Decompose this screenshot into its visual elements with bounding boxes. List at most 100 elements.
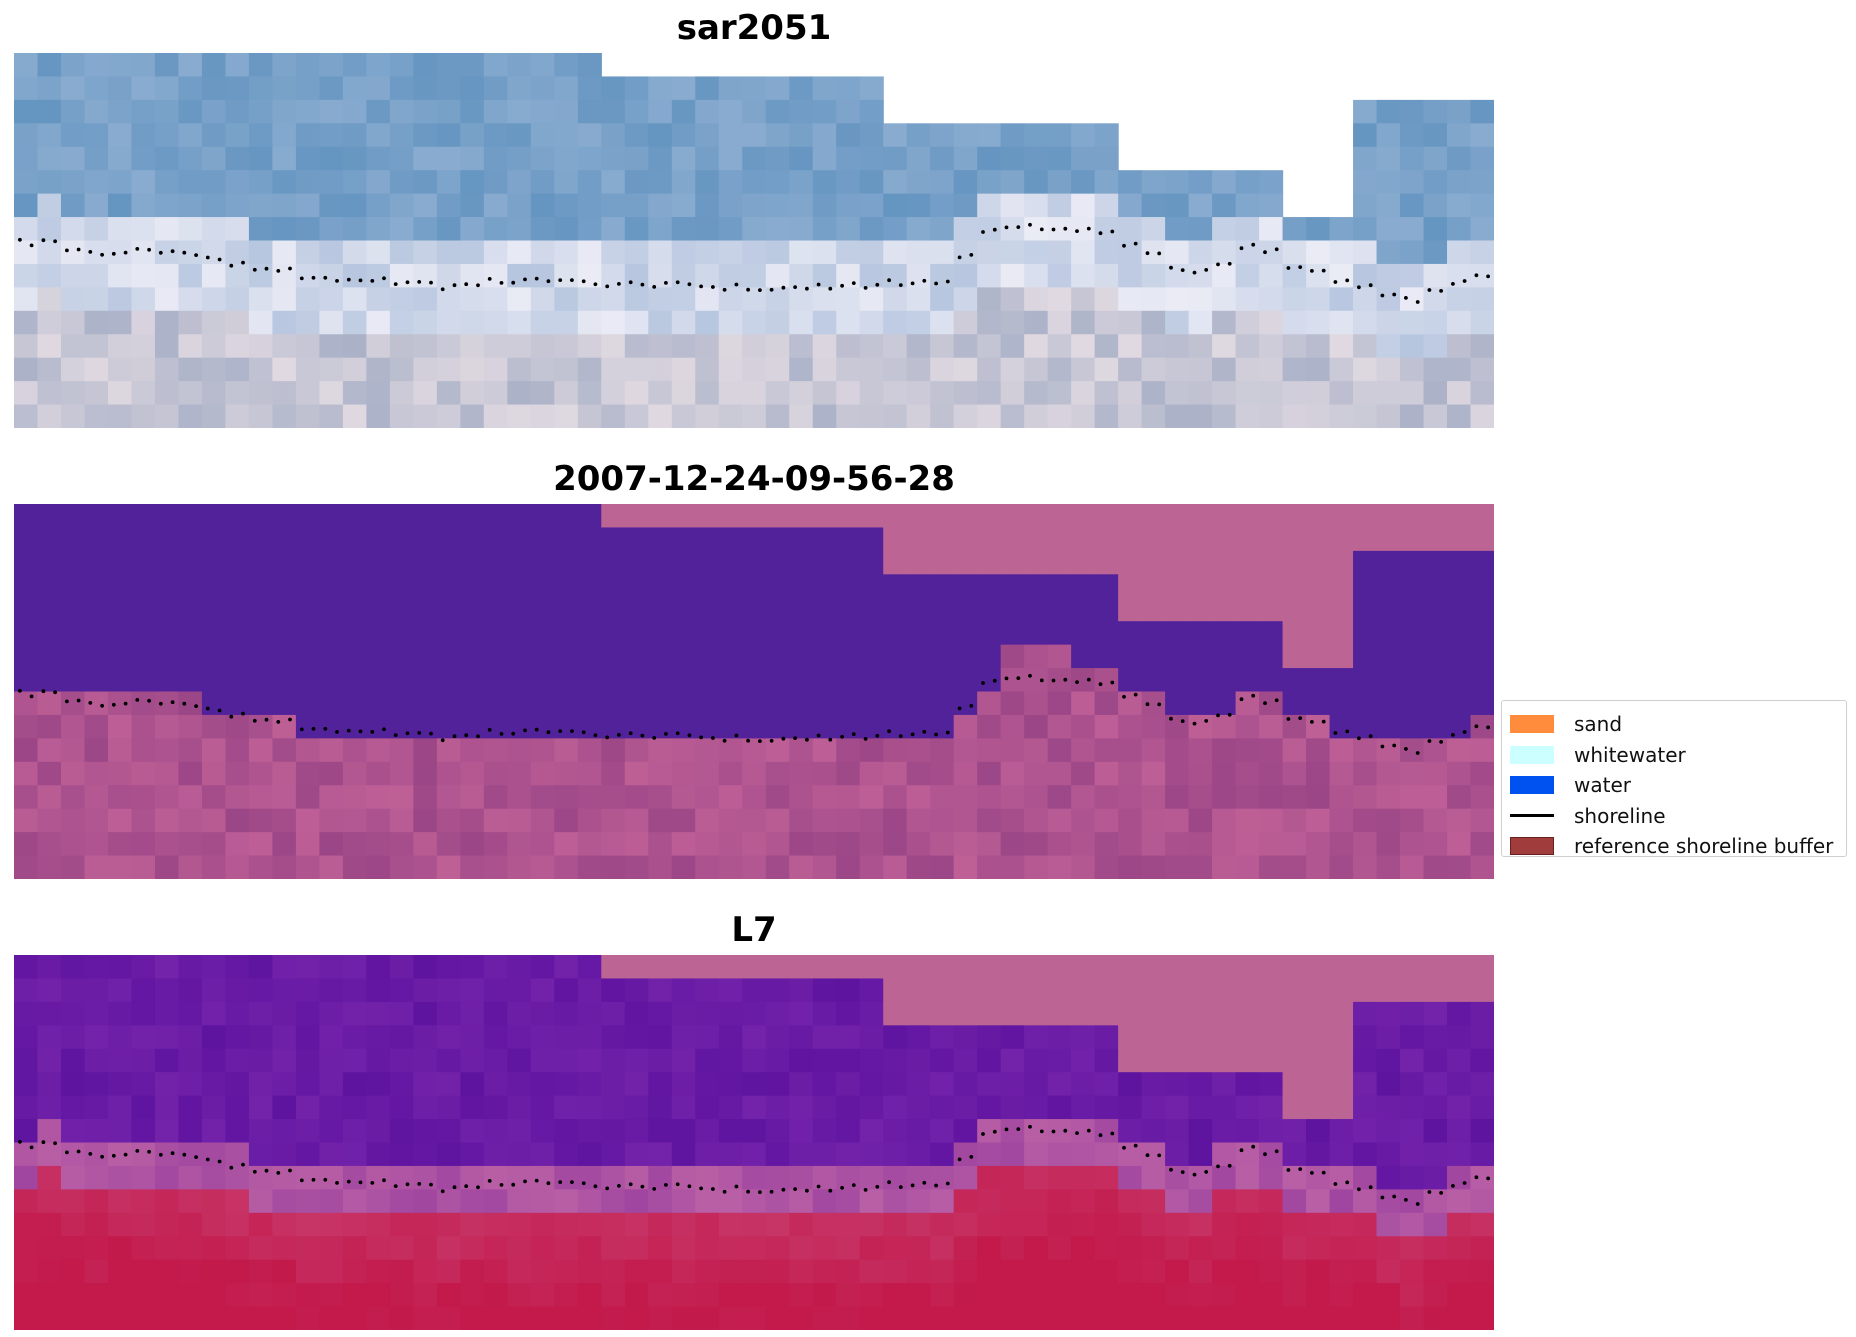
image-pixel	[1188, 785, 1213, 810]
nodata-pixel	[1470, 504, 1494, 529]
shoreline-point	[1404, 1198, 1408, 1202]
image-pixel	[248, 691, 274, 716]
image-pixel	[742, 668, 767, 693]
image-pixel	[295, 170, 320, 195]
image-pixel	[366, 1001, 391, 1026]
image-pixel	[154, 550, 180, 575]
image-pixel	[460, 527, 485, 552]
image-pixel	[154, 1025, 180, 1050]
image-pixel	[1353, 1025, 1378, 1050]
shoreline-point	[875, 1184, 880, 1189]
shoreline-point	[111, 1153, 116, 1158]
shoreline-point	[299, 1178, 304, 1183]
nodata-pixel	[1259, 1001, 1284, 1026]
nodata-pixel	[742, 504, 767, 529]
image-pixel	[154, 644, 180, 669]
image-pixel	[14, 1048, 39, 1073]
shoreline-point	[1357, 1187, 1361, 1192]
image-pixel	[131, 217, 156, 242]
shoreline-point	[393, 733, 398, 737]
image-pixel	[1000, 855, 1025, 879]
image-pixel	[1447, 855, 1472, 879]
image-pixel	[1047, 1259, 1072, 1284]
image-pixel	[60, 504, 86, 529]
image-pixel	[248, 527, 274, 552]
image-pixel	[554, 263, 579, 288]
shoreline-point	[1180, 719, 1185, 723]
image-pixel	[1047, 1236, 1072, 1261]
image-pixel	[131, 381, 156, 406]
image-pixel	[671, 1119, 696, 1144]
nodata-pixel	[1353, 955, 1378, 980]
image-pixel	[624, 1072, 649, 1097]
image-pixel	[1047, 170, 1072, 195]
image-pixel	[178, 123, 203, 148]
image-pixel	[1447, 550, 1472, 575]
image-pixel	[1071, 1259, 1096, 1284]
nodata-pixel	[718, 504, 743, 529]
shoreline-point	[452, 283, 457, 288]
image-pixel	[1141, 193, 1166, 218]
image-pixel	[718, 404, 743, 428]
image-pixel	[1259, 217, 1284, 242]
legend-item-whitewater: whitewater	[1510, 740, 1838, 771]
image-pixel	[530, 1095, 555, 1120]
image-pixel	[624, 691, 649, 716]
image-pixel	[953, 217, 978, 242]
image-pixel	[1400, 691, 1425, 716]
image-pixel	[14, 193, 39, 218]
shoreline-point	[170, 700, 175, 705]
image-pixel	[1024, 381, 1049, 406]
image-pixel	[530, 1283, 555, 1308]
image-pixel	[836, 76, 861, 101]
image-pixel	[1188, 808, 1213, 833]
image-pixel	[460, 240, 485, 265]
image-pixel	[295, 1095, 320, 1120]
image-pixel	[389, 263, 414, 288]
image-pixel	[671, 99, 696, 124]
shoreline-point	[18, 1139, 22, 1144]
image-pixel	[1376, 1165, 1401, 1190]
shoreline-point	[135, 698, 140, 702]
image-pixel	[718, 1119, 743, 1144]
image-pixel	[413, 785, 438, 810]
nodata-pixel	[883, 527, 908, 552]
image-pixel	[413, 146, 438, 171]
image-pixel	[977, 621, 1002, 646]
image-pixel	[131, 146, 156, 171]
shoreline-point	[123, 250, 128, 255]
image-pixel	[295, 832, 320, 857]
image-pixel	[765, 808, 790, 833]
image-pixel	[1212, 832, 1237, 857]
image-pixel	[154, 170, 180, 195]
image-pixel	[460, 1001, 485, 1026]
image-pixel	[577, 504, 602, 529]
image-pixel	[836, 1212, 861, 1237]
image-pixel	[789, 381, 814, 406]
image-pixel	[1024, 1189, 1049, 1214]
image-pixel	[695, 123, 720, 148]
image-pixel	[601, 217, 626, 242]
image-pixel	[60, 978, 86, 1003]
image-pixel	[789, 404, 814, 428]
image-pixel	[460, 170, 485, 195]
image-pixel	[883, 170, 908, 195]
image-pixel	[225, 1048, 250, 1073]
image-pixel	[906, 1212, 931, 1237]
shoreline-point	[1286, 1168, 1291, 1172]
image-pixel	[436, 1212, 461, 1237]
image-pixel	[1447, 1283, 1472, 1308]
image-pixel	[131, 1142, 156, 1167]
image-pixel	[1282, 668, 1307, 693]
image-pixel	[272, 1142, 297, 1167]
image-pixel	[436, 381, 461, 406]
image-pixel	[131, 1189, 156, 1214]
image-pixel	[1329, 738, 1354, 763]
image-pixel	[295, 1259, 320, 1284]
image-pixel	[201, 193, 227, 218]
image-pixel	[1376, 738, 1401, 763]
image-pixel	[1235, 761, 1260, 786]
image-pixel	[624, 738, 649, 763]
image-pixel	[859, 1025, 884, 1050]
image-pixel	[953, 1236, 978, 1261]
